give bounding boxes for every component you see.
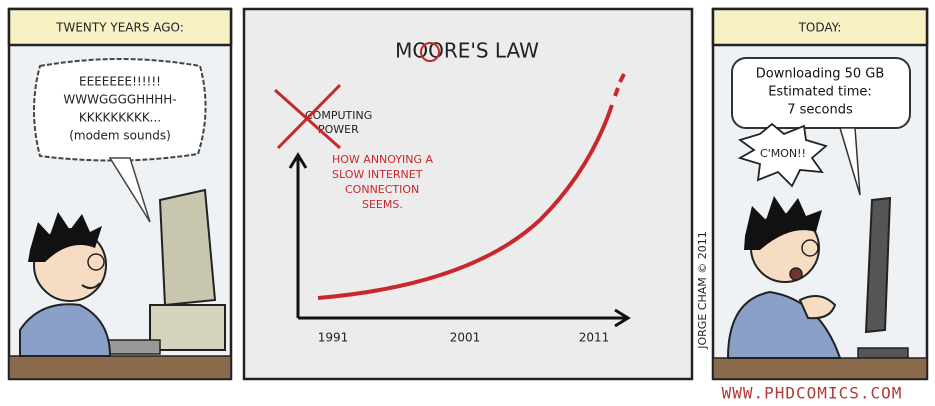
clenched-hands [798, 295, 837, 320]
x-label: 1991 [318, 331, 349, 345]
bubble-tail [108, 157, 151, 223]
panel-right: TODAY: Downloading 50 GB Estimated time:… [711, 7, 929, 381]
smile [81, 282, 101, 289]
panel-frame [242, 7, 694, 381]
desk [712, 357, 928, 380]
computer-case [149, 304, 226, 351]
footer-url: WWW.PHDCOMICS.COM [722, 384, 903, 403]
speech-bubble [33, 58, 207, 162]
speech-line: Downloading 50 GB [756, 67, 885, 82]
speech-line: KKKKKKKKK... [79, 111, 161, 125]
monitor-stand [857, 347, 909, 359]
exclamation: C'MON!! [760, 147, 806, 160]
panel-header [711, 7, 929, 47]
x-label: 2011 [579, 331, 610, 345]
curve-dash [613, 73, 626, 97]
crossed-label: COMPUTING [305, 109, 372, 122]
red-label: SEEMS. [362, 198, 403, 211]
flat-monitor [864, 196, 892, 334]
person-hair [28, 212, 102, 262]
red-label: CONNECTION [345, 183, 419, 196]
speech-line: WWWGGGGHHHH- [63, 93, 176, 107]
mouth [789, 267, 803, 281]
person-body [19, 303, 112, 357]
panel-middle: MOORE'S LAW COMPUTING POWER HOW ANNOYING… [242, 7, 694, 381]
curve [317, 104, 614, 300]
person-hair [744, 196, 822, 250]
glasses [801, 239, 819, 257]
red-circle [420, 42, 440, 62]
person-body [726, 290, 842, 359]
speech-bubble [731, 57, 911, 129]
desk [8, 355, 232, 380]
bubble-tail [838, 127, 861, 196]
x-axis [298, 308, 631, 328]
crossed-label: POWER [318, 123, 359, 136]
x-label: 2001 [450, 331, 481, 345]
red-label: HOW ANNOYING A [332, 153, 434, 166]
signature: JORGE CHAM © 2011 [696, 231, 709, 349]
header-text: TODAY: [798, 21, 842, 35]
chart-title: MOORE'S LAW [395, 39, 539, 63]
speech-line: EEEEEEE!!!!!! [79, 75, 161, 89]
glasses [87, 253, 105, 271]
speech-line: Estimated time: [768, 85, 872, 100]
y-axis [288, 152, 308, 318]
speech-line: (modem sounds) [69, 129, 171, 143]
panel-header [7, 7, 233, 47]
red-label: SLOW INTERNET [332, 168, 423, 181]
burst-bubble [737, 122, 828, 188]
crt-monitor [158, 188, 217, 307]
speech-line: 7 seconds [787, 103, 853, 118]
header-text: TWENTY YEARS AGO: [55, 21, 184, 35]
panel-left: TWENTY YEARS AGO: EEEEEEE!!!!!! WWWGGGGH… [7, 7, 233, 381]
red-cross [274, 83, 342, 150]
